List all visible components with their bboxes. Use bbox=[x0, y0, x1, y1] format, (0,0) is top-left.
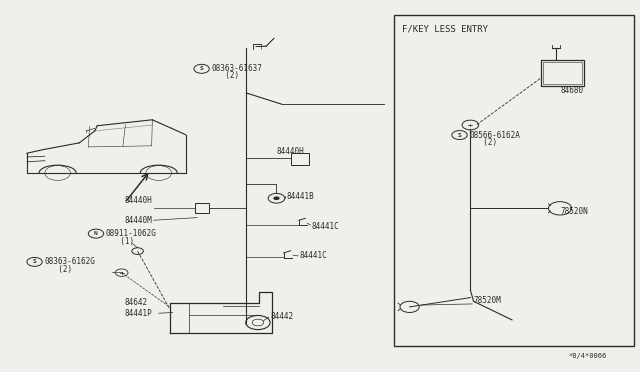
Text: 84680: 84680 bbox=[561, 86, 584, 94]
Text: 84441C: 84441C bbox=[300, 251, 327, 260]
Text: 08566-6162A: 08566-6162A bbox=[469, 131, 520, 140]
Text: F/KEY LESS ENTRY: F/KEY LESS ENTRY bbox=[402, 24, 488, 33]
Text: (2): (2) bbox=[49, 265, 72, 274]
Bar bbox=[541, 60, 584, 86]
Text: (1): (1) bbox=[111, 237, 134, 246]
Text: N: N bbox=[94, 231, 98, 236]
Text: 08363-6162G: 08363-6162G bbox=[44, 257, 95, 266]
Text: 78520N: 78520N bbox=[561, 207, 588, 216]
Text: 84441C: 84441C bbox=[312, 222, 339, 231]
Text: (2): (2) bbox=[216, 71, 239, 80]
Text: S: S bbox=[458, 132, 461, 138]
Bar bbox=[195, 203, 209, 213]
Circle shape bbox=[273, 196, 280, 200]
Text: S: S bbox=[200, 66, 204, 71]
Bar bbox=[291, 153, 309, 165]
Text: (2): (2) bbox=[474, 138, 497, 147]
Text: 08363-61637: 08363-61637 bbox=[211, 64, 262, 73]
Text: 08911-1062G: 08911-1062G bbox=[106, 229, 156, 238]
Text: 78520M: 78520M bbox=[474, 296, 501, 305]
Bar bbox=[394, 15, 634, 346]
Text: 84442: 84442 bbox=[270, 312, 293, 321]
Text: 84642: 84642 bbox=[125, 298, 148, 307]
Text: 84441B: 84441B bbox=[286, 192, 314, 201]
Text: 84440M: 84440M bbox=[125, 216, 152, 225]
Text: 84440H: 84440H bbox=[276, 147, 304, 156]
Text: S: S bbox=[33, 259, 36, 264]
Text: *8/4*0066: *8/4*0066 bbox=[568, 353, 607, 359]
Bar bbox=[543, 62, 582, 84]
Text: 84440H: 84440H bbox=[125, 196, 152, 205]
Text: 84441P: 84441P bbox=[125, 309, 152, 318]
